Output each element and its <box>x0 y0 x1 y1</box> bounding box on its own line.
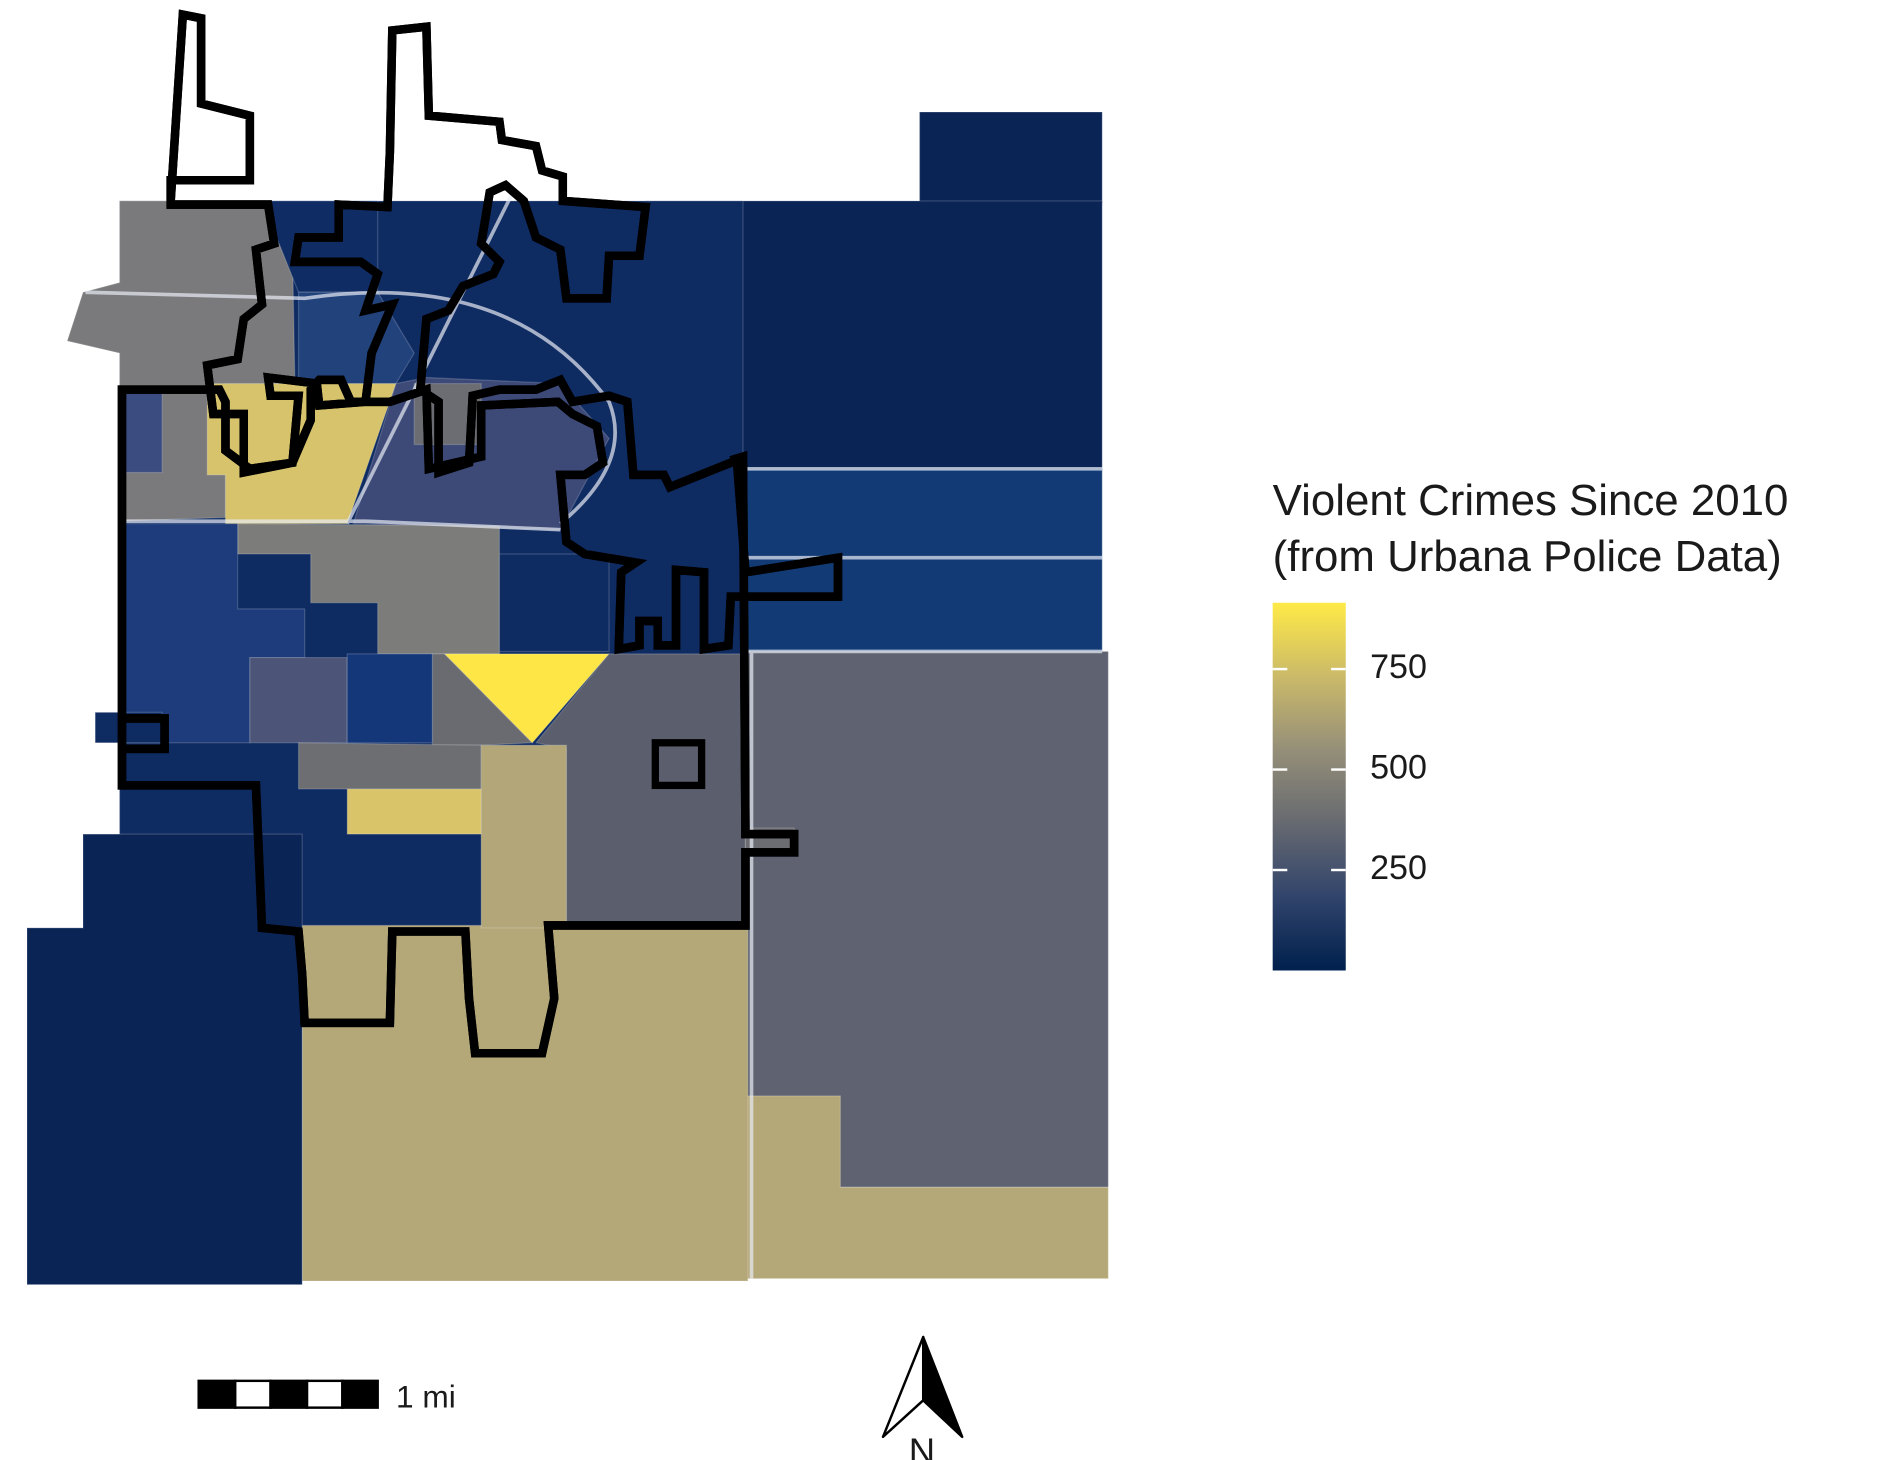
legend-title: (from Urbana Police Data) <box>1273 532 1782 581</box>
tract <box>480 744 568 929</box>
scale-segment <box>269 1379 309 1409</box>
tract <box>26 833 303 1286</box>
legend: Violent Crimes Since 2010 (from Urbana P… <box>1272 476 1789 971</box>
tract <box>431 653 534 746</box>
arrow-left <box>881 1335 925 1439</box>
tract <box>443 653 611 744</box>
scale-segment <box>341 1379 379 1409</box>
tract <box>918 111 1103 204</box>
tract <box>301 924 749 1282</box>
city-boundary <box>122 9 838 1054</box>
boundary-island <box>651 739 706 790</box>
color-bar <box>1272 602 1346 971</box>
north-arrow <box>881 1335 964 1439</box>
scale-label: 1 mi <box>396 1379 456 1415</box>
tract <box>249 656 348 744</box>
scale-segment <box>305 1379 344 1409</box>
tract <box>346 653 434 744</box>
scale-segment <box>234 1379 272 1409</box>
tract <box>346 788 482 835</box>
road <box>745 466 1103 654</box>
tract <box>498 553 610 653</box>
tract <box>297 742 482 790</box>
tick-label: 250 <box>1370 849 1427 887</box>
scale-bar <box>197 1379 379 1409</box>
scale-segment <box>197 1379 237 1409</box>
arrow-right <box>921 1335 964 1439</box>
roads <box>85 194 1103 1279</box>
tick-label: 750 <box>1370 648 1427 686</box>
tick-label: 500 <box>1370 749 1427 787</box>
road <box>85 290 617 526</box>
tracts <box>26 111 1109 1286</box>
road <box>119 519 561 532</box>
north-label: N <box>909 1431 935 1460</box>
legend-title: Violent Crimes Since 2010 <box>1273 476 1789 525</box>
